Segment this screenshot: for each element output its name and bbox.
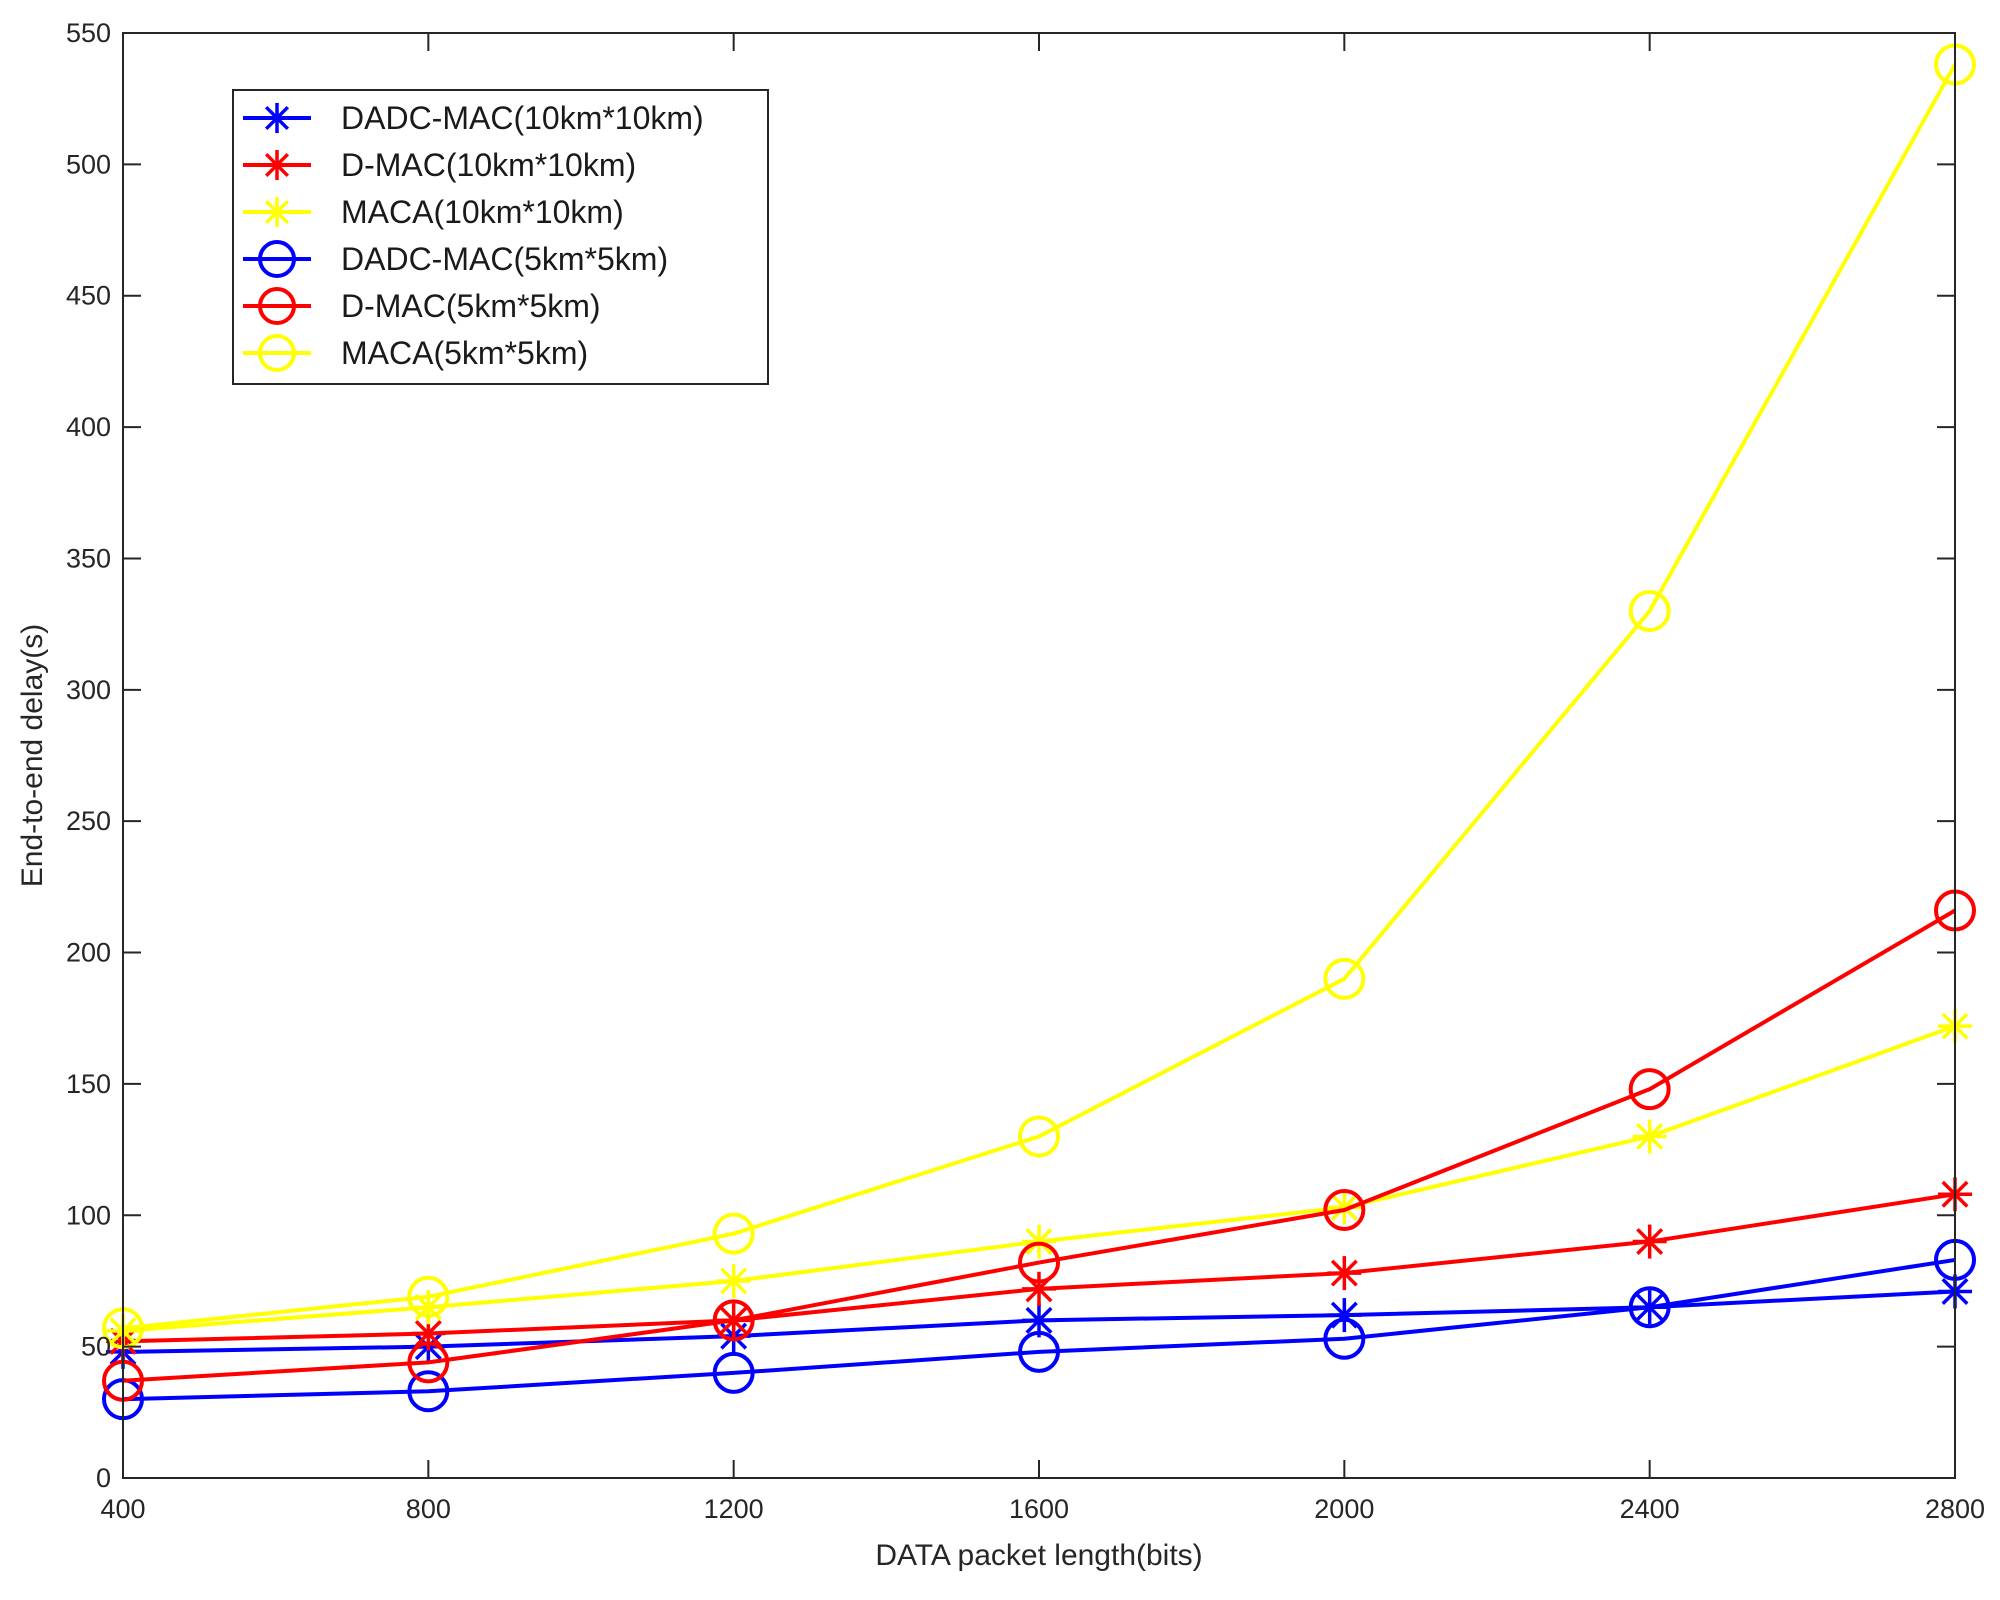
y-tick-label: 400 [66,412,111,442]
data-point-d-mac-5km-5km [1323,1189,1366,1232]
legend-item-dadc-mac-10km-10km: DADC-MAC(10km*10km) [243,100,704,136]
legend-marker-asterisk [262,197,292,227]
x-tick-label: 400 [100,1494,145,1524]
legend-item-maca-5km-5km: MACA(5km*5km) [243,334,588,372]
y-tick-label: 250 [66,806,111,836]
x-tick-label: 1600 [1009,1494,1069,1524]
legend-item-maca-10km-10km: MACA(10km*10km) [243,194,624,230]
legend-label: DADC-MAC(10km*10km) [341,100,704,136]
legend-marker-asterisk [262,103,292,133]
data-point-dadc-mac-5km-5km [1628,1286,1671,1329]
legend-item-d-mac-5km-5km: D-MAC(5km*5km) [243,287,601,325]
x-tick-label: 800 [406,1494,451,1524]
legend-item-d-mac-10km-10km: D-MAC(10km*10km) [243,147,636,183]
data-point-maca-10km-10km [1327,1190,1362,1225]
legend-label: D-MAC(5km*5km) [341,288,601,324]
data-point-dadc-mac-10km-10km [1327,1298,1362,1333]
legend-marker-circle [258,287,296,325]
data-point-d-mac-5km-5km [1018,1241,1060,1284]
data-point-maca-5km-5km [1018,1115,1060,1158]
data-point-maca-5km-5km [1628,590,1671,632]
data-point-dadc-mac-5km-5km [1323,1317,1366,1360]
y-tick-label: 300 [66,675,111,705]
y-tick-label: 50 [81,1332,111,1362]
series-line-d-mac-5km-5km [122,908,1957,1383]
data-point-d-mac-10km-10km [1327,1256,1362,1291]
x-axis-title: DATA packet length(bits) [875,1539,1202,1572]
legend-marker-circle [258,240,296,278]
data-point-maca-5km-5km [1323,957,1366,1000]
data-point-d-mac-5km-5km [407,1341,450,1384]
legend-label: D-MAC(10km*10km) [341,147,636,183]
series-line-maca-5km-5km [122,63,1957,1331]
x-tick-label: 1200 [704,1494,764,1524]
legend-label: DADC-MAC(5km*5km) [341,241,668,277]
data-point-maca-5km-5km [407,1275,450,1318]
legend-marker-asterisk [262,150,292,180]
legend-label: MACA(10km*10km) [341,194,624,230]
y-tick-label: 500 [66,149,111,179]
data-point-dadc-mac-5km-5km [712,1351,755,1394]
y-tick-label: 550 [66,18,111,48]
plot-series [102,43,1976,1421]
legend-box [232,89,769,385]
data-point-d-mac-5km-5km [712,1299,755,1342]
legend-marker-circle [258,334,296,372]
legend: DADC-MAC(10km*10km) D-MAC(10km*10km) MACA(… [232,89,769,385]
data-point-maca-5km-5km [712,1212,755,1255]
data-point-d-mac-5km-5km [1628,1068,1671,1111]
y-tick-label: 450 [66,281,111,311]
y-tick-label: 150 [66,1069,111,1099]
data-point-maca-10km-10km [1022,1224,1056,1259]
legend-label: MACA(5km*5km) [341,335,588,371]
data-point-dadc-mac-5km-5km [1018,1330,1060,1373]
y-tick-label: 0 [96,1463,111,1493]
x-tick-label: 2800 [1925,1494,1985,1524]
y-axis-title: End-to-end delay(s) [16,624,49,887]
series-line-dadc-mac-5km-5km [122,1257,1956,1402]
data-point-maca-10km-10km [1632,1119,1667,1154]
series-d-mac-5km-5km [102,889,1976,1402]
x-tick-label: 2400 [1620,1494,1680,1524]
x-tick-label: 2000 [1314,1494,1374,1524]
data-point-dadc-mac-5km-5km [407,1370,450,1413]
legend-item-dadc-mac-5km-5km: DADC-MAC(5km*5km) [243,240,668,278]
data-point-d-mac-10km-10km [1632,1224,1667,1259]
y-tick-label: 100 [66,1200,111,1230]
y-tick-label: 200 [66,938,111,968]
data-point-maca-10km-10km [716,1263,751,1298]
y-tick-label: 350 [66,543,111,573]
axis-ticks: 400 800 1200 1600 2000 2400 2800 0 50 100 150 200 25… [66,18,1985,1524]
